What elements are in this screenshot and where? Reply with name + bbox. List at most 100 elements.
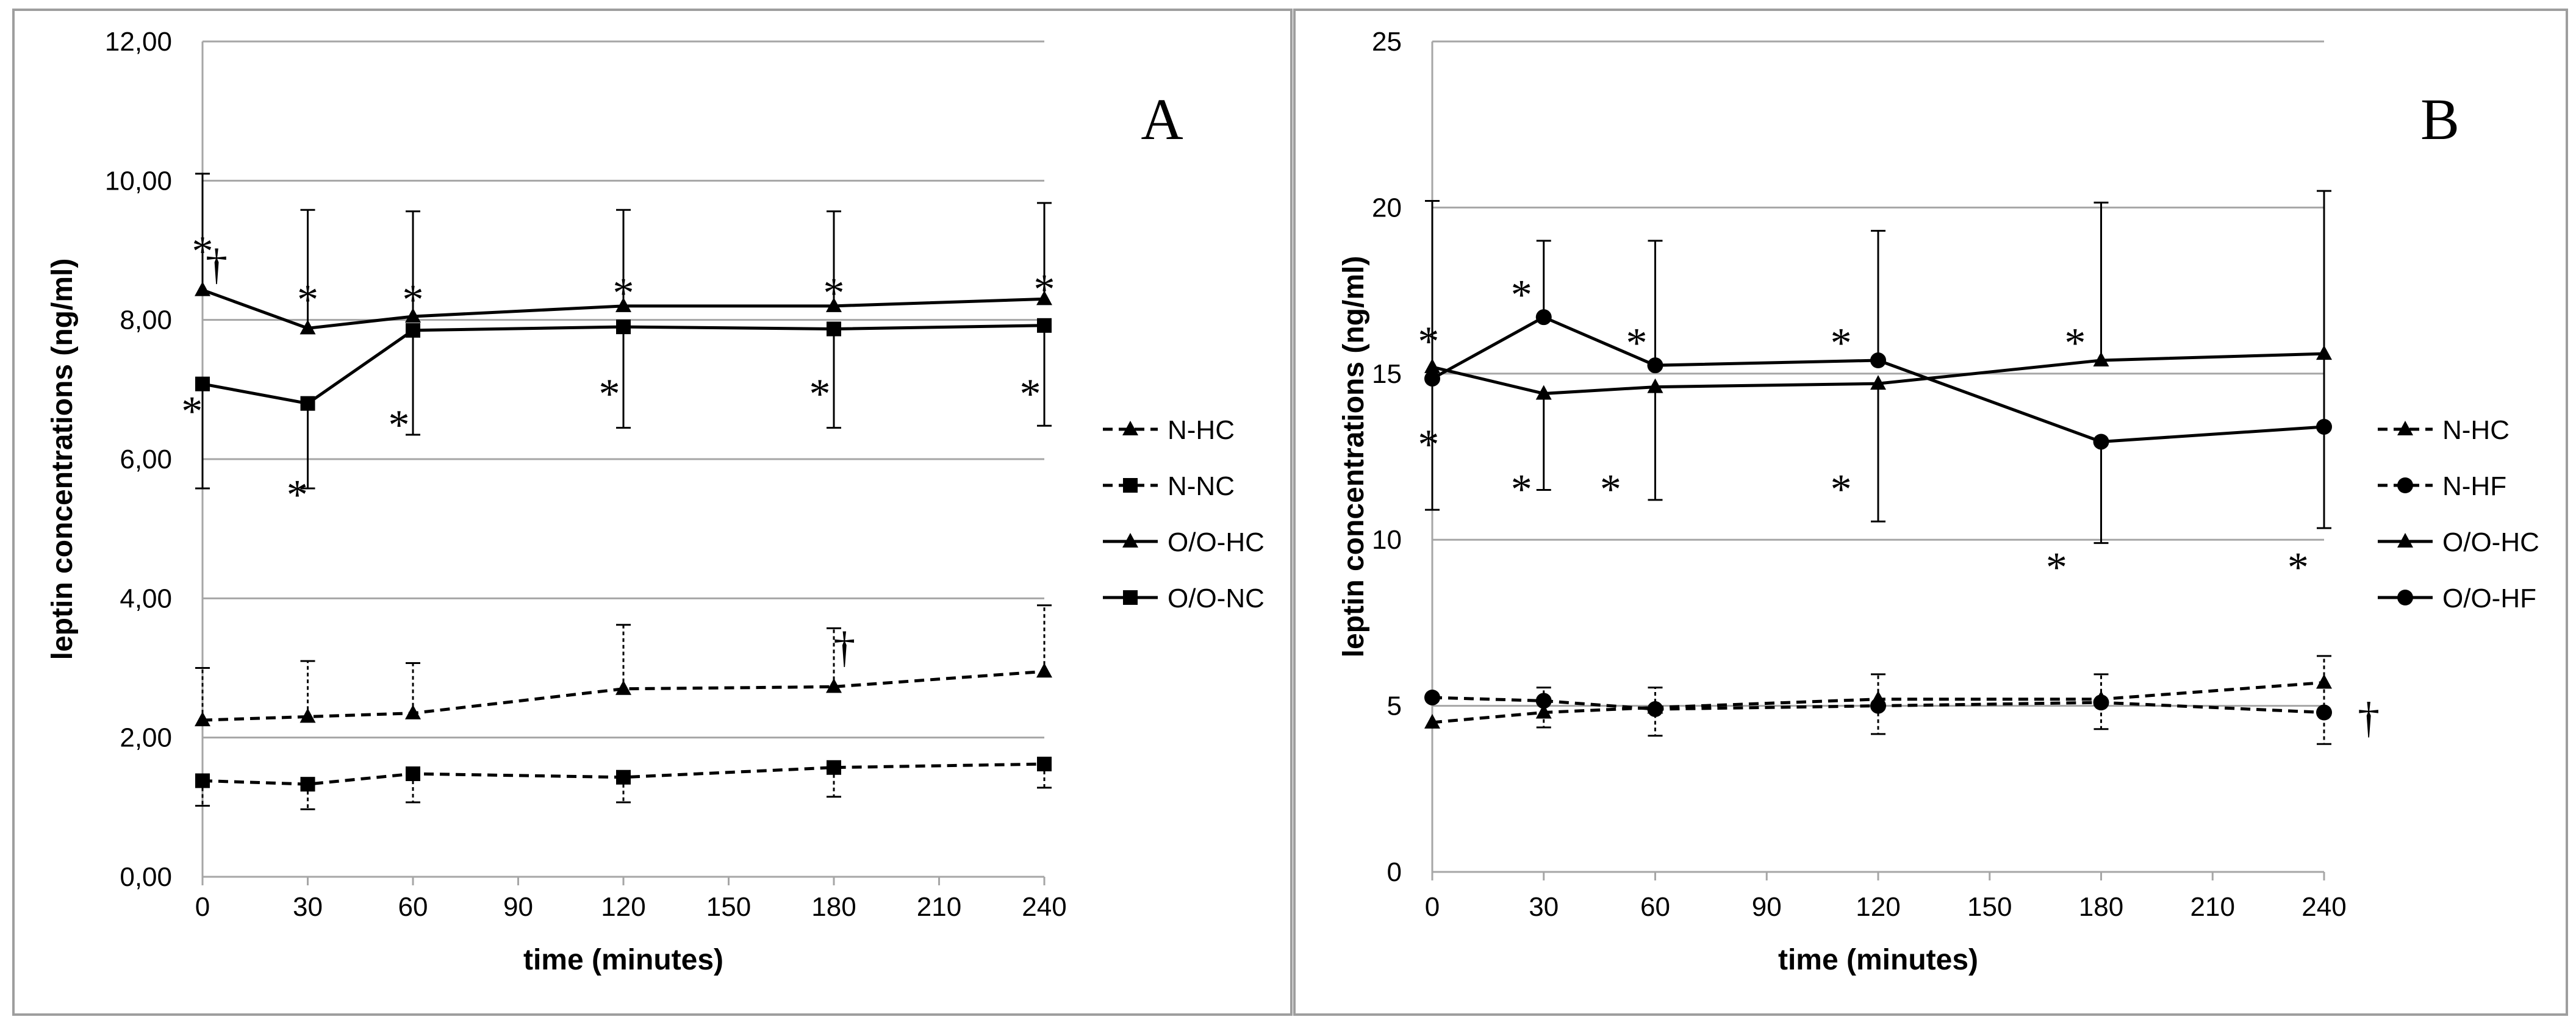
panel-b: 0 5 10 15 20 25 0 30 60 90 120 150 180 210 240 time (mi… (1293, 9, 2568, 1016)
legend-label: O/O-HC (2442, 527, 2539, 557)
y-axis-title: leptin concentrations (ng/ml) (46, 259, 79, 660)
legend-label: O/O-HF (2442, 584, 2536, 613)
x-tick-label: 90 (1752, 892, 1782, 922)
asterisk-annotation: * (599, 371, 620, 418)
x-axis-title: time (minutes) (523, 944, 723, 976)
y-tick-label: 6,00 (120, 444, 172, 474)
asterisk-annotation: * (2287, 544, 2309, 591)
asterisk-annotation: * (297, 277, 318, 324)
x-tick-label: 180 (811, 892, 856, 922)
data-point-circle (1424, 370, 1440, 387)
series-o-o-hc (1424, 190, 2332, 529)
data-point-square (406, 766, 420, 782)
data-point-triangle (826, 297, 842, 312)
y-tick-label: 0,00 (120, 862, 172, 892)
asterisk-annotation: * (287, 471, 308, 518)
series-line (1432, 680, 2325, 724)
y-tick-label: 2,00 (120, 723, 172, 753)
data-point-triangle (826, 678, 842, 693)
legend-marker-circle (2397, 477, 2413, 493)
legend-label: N-HC (2442, 415, 2510, 445)
series-n-nc (195, 757, 1052, 810)
data-point-circle (1870, 352, 1886, 369)
legend-entry: O/O-HC (1103, 527, 1265, 557)
data-point-triangle (300, 708, 316, 723)
data-point-triangle (1036, 663, 1052, 678)
series-line (1431, 315, 2325, 444)
panel-label: B (2420, 87, 2459, 152)
x-tick-label: 150 (1967, 892, 2012, 922)
data-point-circle (1647, 357, 1663, 374)
data-point-square (827, 321, 841, 337)
data-point-triangle (405, 704, 421, 719)
panel-label: A (1141, 87, 1183, 152)
x-tick-label: 180 (2079, 892, 2123, 922)
legend-entry: N-HC (1103, 415, 1235, 445)
legend-entry: O/O-HF (2378, 584, 2536, 613)
asterisk-annotation: * (403, 277, 424, 324)
data-point-triangle (615, 680, 631, 695)
panel-b-border (1293, 9, 2568, 1016)
legend-marker-square (1123, 478, 1138, 493)
asterisk-annotation: * (1511, 272, 1532, 319)
data-point-triangle (2093, 352, 2109, 367)
asterisk-annotation: * (2046, 544, 2067, 591)
y-tick-label: 12,00 (105, 27, 172, 57)
legend-entry: O/O-NC (1103, 584, 1265, 613)
legend-label: O/O-NC (1168, 584, 1265, 613)
y-tick-label: 20 (1372, 193, 1402, 223)
asterisk-annotation: * (1418, 318, 1439, 365)
data-point-triangle (2316, 345, 2332, 360)
series-line (202, 762, 1045, 786)
dagger-annotation: † (833, 623, 855, 672)
series-n-hf (1424, 687, 2332, 721)
asterisk-annotation: * (1626, 320, 1648, 367)
x-tick-label: 0 (1425, 892, 1440, 922)
asterisk-annotation: * (809, 371, 831, 418)
legend-entry: N-HF (2378, 471, 2506, 501)
legend-label: O/O-HC (1168, 527, 1265, 557)
legend-label: N-HF (2442, 471, 2506, 501)
data-point-square (300, 396, 315, 411)
asterisk-annotation: * (1511, 466, 1532, 513)
data-point-triangle (2316, 674, 2332, 689)
series-line (1432, 352, 2325, 396)
data-point-triangle (1535, 704, 1552, 719)
panel-a-border (12, 9, 1293, 1016)
legend-marker-triangle (1122, 421, 1138, 435)
data-point-triangle (1535, 385, 1552, 400)
data-point-triangle (195, 712, 210, 727)
asterisk-annotation: * (2064, 320, 2086, 367)
asterisk-annotation: * (192, 228, 213, 275)
y-tick-label: 4,00 (120, 584, 172, 613)
x-tick-label: 90 (503, 892, 533, 922)
series-o-o-nc (195, 318, 1052, 490)
data-point-circle (1647, 701, 1663, 718)
data-point-square (195, 376, 210, 391)
legend-entry: N-HC (2378, 415, 2510, 445)
asterisk-annotation: * (1034, 266, 1055, 313)
data-point-square (827, 760, 841, 775)
data-point-square (195, 773, 210, 788)
data-point-square (300, 777, 315, 792)
asterisk-annotation: * (1418, 421, 1439, 468)
data-point-square (1037, 757, 1052, 772)
x-tick-label: 210 (2190, 892, 2235, 922)
series-line (202, 324, 1045, 405)
asterisk-annotation: * (181, 388, 203, 435)
y-tick-label: 10 (1372, 525, 1402, 555)
series-n-hc (195, 604, 1052, 727)
y-tick-label: 8,00 (120, 305, 172, 335)
x-tick-label: 30 (293, 892, 323, 922)
asterisk-annotation: * (1600, 466, 1621, 513)
data-point-square (406, 323, 420, 338)
series-line (202, 669, 1045, 722)
legend-marker-triangle (1122, 533, 1138, 548)
legend-entry: N-NC (1103, 471, 1235, 501)
data-point-triangle (1647, 378, 1663, 393)
data-point-circle (1535, 693, 1552, 709)
legend-marker-square (1123, 590, 1138, 605)
data-point-circle (2316, 704, 2332, 721)
series-line (1432, 696, 2325, 714)
